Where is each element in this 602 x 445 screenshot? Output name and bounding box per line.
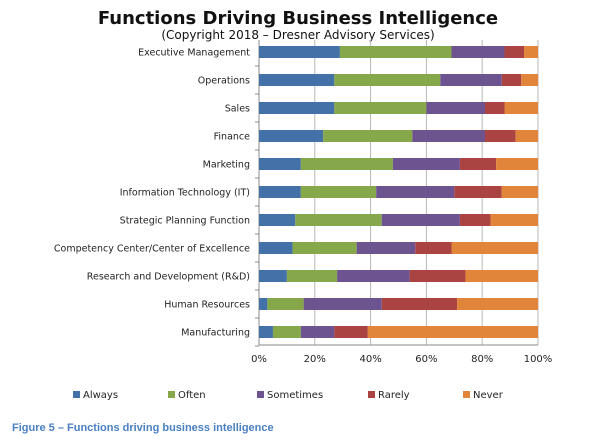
bar-segment-never bbox=[465, 270, 538, 282]
figure-caption: Figure 5 – Functions driving business in… bbox=[12, 422, 274, 434]
bar-segment-often bbox=[323, 130, 413, 142]
bar-segment-never bbox=[515, 130, 538, 142]
category-label: Human Resources bbox=[164, 300, 250, 311]
legend-swatch bbox=[463, 391, 470, 398]
x-tick-label: 0% bbox=[251, 354, 267, 365]
bar-segment-rarely bbox=[415, 242, 452, 254]
category-label: Competency Center/Center of Excellence bbox=[54, 244, 250, 255]
bar-segment-often bbox=[286, 270, 338, 282]
bar-segment-often bbox=[300, 158, 393, 170]
bar-segment-often bbox=[334, 102, 427, 114]
bar-segment-sometimes bbox=[440, 74, 502, 86]
bar-segment-sometimes bbox=[376, 186, 455, 198]
legend-item-often: Often bbox=[168, 390, 206, 401]
category-label: Operations bbox=[198, 76, 250, 87]
bar-segment-rarely bbox=[484, 102, 505, 114]
bar-segment-always bbox=[259, 270, 287, 282]
legend-swatch bbox=[257, 391, 264, 398]
category-label: Information Technology (IT) bbox=[120, 188, 250, 199]
category-label: Research and Development (R&D) bbox=[87, 272, 250, 283]
bar-segment-often bbox=[334, 74, 441, 86]
bar-segment-sometimes bbox=[426, 102, 485, 114]
x-tick-label: 60% bbox=[415, 354, 437, 365]
bar-segment-always bbox=[259, 326, 273, 338]
legend-label: Always bbox=[83, 390, 118, 401]
bar-segment-always bbox=[259, 46, 340, 58]
bar-segment-always bbox=[259, 214, 296, 226]
category-label: Finance bbox=[214, 132, 250, 143]
bar-segment-always bbox=[259, 74, 335, 86]
bar-segment-sometimes bbox=[303, 298, 382, 310]
bar-segment-rarely bbox=[484, 130, 516, 142]
legend-item-never: Never bbox=[463, 390, 504, 401]
bar-segment-often bbox=[267, 298, 304, 310]
legend-item-sometimes: Sometimes bbox=[257, 390, 323, 401]
bar-segment-sometimes bbox=[356, 242, 416, 254]
bar-segment-never bbox=[457, 298, 538, 310]
bar-segment-rarely bbox=[459, 214, 491, 226]
category-label: Manufacturing bbox=[181, 328, 250, 339]
chart-title: Functions Driving Business Intelligence bbox=[98, 8, 498, 29]
x-tick-label: 100% bbox=[524, 354, 553, 365]
bar-segment-sometimes bbox=[381, 214, 460, 226]
bar-segment-rarely bbox=[501, 74, 522, 86]
bar-segment-never bbox=[496, 158, 538, 170]
bar-segment-never bbox=[451, 242, 538, 254]
x-tick-label: 40% bbox=[359, 354, 381, 365]
bar-segment-sometimes bbox=[300, 326, 335, 338]
bar-segment-never bbox=[490, 214, 538, 226]
bar-segment-rarely bbox=[409, 270, 466, 282]
x-tick-label: 20% bbox=[304, 354, 326, 365]
legend-label: Often bbox=[178, 390, 206, 401]
bar-segment-often bbox=[272, 326, 301, 338]
bar-segment-never bbox=[367, 326, 538, 338]
bar-segment-rarely bbox=[381, 298, 458, 310]
category-label: Marketing bbox=[203, 160, 250, 171]
bar-segment-always bbox=[259, 158, 301, 170]
chart-subtitle: (Copyright 2018 – Dresner Advisory Servi… bbox=[161, 28, 434, 42]
x-tick-label: 80% bbox=[471, 354, 493, 365]
bar-segment-always bbox=[259, 186, 301, 198]
bar-segment-rarely bbox=[504, 46, 525, 58]
legend-swatch bbox=[73, 391, 80, 398]
category-label: Sales bbox=[225, 104, 250, 115]
bar-segment-rarely bbox=[459, 158, 497, 170]
bar-segment-always bbox=[259, 102, 335, 114]
bar-segment-often bbox=[292, 242, 357, 254]
legend-item-always: Always bbox=[73, 390, 118, 401]
bar-segment-always bbox=[259, 242, 293, 254]
bar-segment-rarely bbox=[334, 326, 368, 338]
legend-label: Never bbox=[473, 390, 504, 401]
bar-segment-sometimes bbox=[412, 130, 485, 142]
bar-segment-never bbox=[521, 74, 538, 86]
legend-swatch bbox=[168, 391, 175, 398]
bar-segment-often bbox=[339, 46, 452, 58]
bar-segment-often bbox=[295, 214, 382, 226]
category-label: Strategic Planning Function bbox=[120, 216, 250, 227]
bar-segment-often bbox=[300, 186, 377, 198]
bar-segment-never bbox=[524, 46, 538, 58]
legend-label: Rarely bbox=[378, 390, 410, 401]
category-label: Executive Management bbox=[138, 48, 250, 59]
bar-segment-sometimes bbox=[392, 158, 460, 170]
bar-segment-always bbox=[259, 130, 324, 142]
bar-segment-rarely bbox=[454, 186, 502, 198]
bar-segment-sometimes bbox=[451, 46, 505, 58]
bar-segment-always bbox=[259, 298, 268, 310]
legend-swatch bbox=[368, 391, 375, 398]
bar-segment-never bbox=[501, 186, 538, 198]
legend-item-rarely: Rarely bbox=[368, 390, 410, 401]
bar-segment-never bbox=[504, 102, 538, 114]
legend-label: Sometimes bbox=[267, 390, 323, 401]
bar-segment-sometimes bbox=[337, 270, 410, 282]
